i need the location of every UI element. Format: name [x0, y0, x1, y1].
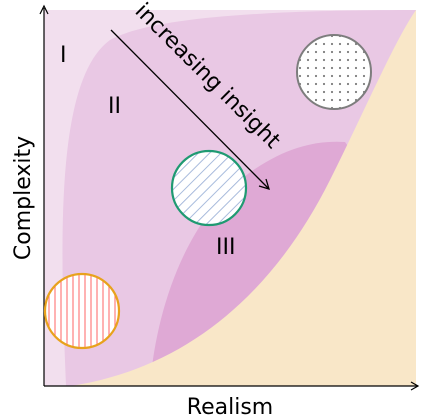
y-axis-label: Complexity: [11, 136, 36, 260]
x-axis-arrowhead: [410, 381, 420, 391]
insight-arrowhead: [258, 178, 270, 190]
green-hatched-circle: [170, 149, 248, 227]
region-3-label: III: [216, 235, 235, 260]
gray-dotted-circle: [296, 34, 372, 110]
orange-hatched-circle: [43, 272, 121, 350]
y-axis-arrowhead: [39, 4, 49, 15]
region-1-label: I: [60, 43, 67, 68]
region-2-label: II: [108, 94, 121, 119]
x-axis-label: Realism: [187, 395, 273, 420]
realism-band: [70, 10, 416, 386]
insight-arrow-line: [110, 29, 269, 189]
